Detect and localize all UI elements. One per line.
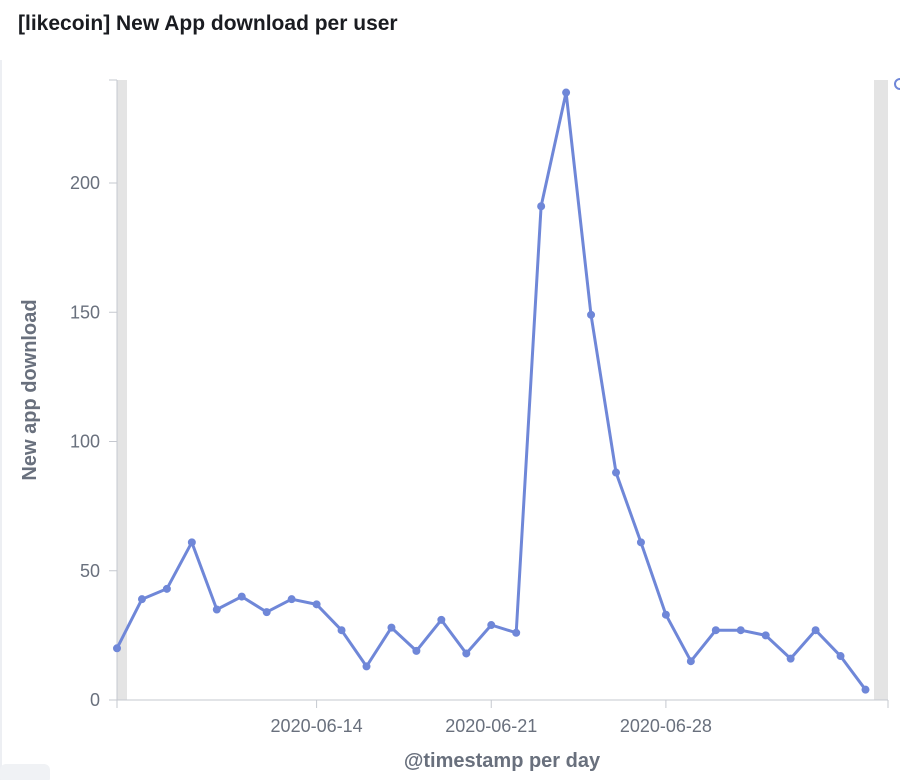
data-point[interactable] — [587, 310, 596, 319]
x-axis-ticks: 2020-06-14 2020-06-21 2020-06-28 — [116, 700, 712, 736]
x-tick-label: 2020-06-21 — [445, 716, 537, 736]
panel-title: [likecoin] New App download per user — [18, 12, 398, 35]
data-point[interactable] — [811, 626, 820, 635]
series-line — [115, 91, 867, 692]
data-point[interactable] — [836, 652, 845, 661]
data-point[interactable] — [861, 685, 870, 694]
data-point[interactable] — [487, 621, 496, 630]
data-point[interactable] — [437, 615, 446, 624]
data-point[interactable] — [462, 649, 471, 658]
x-tick-label: 2020-06-14 — [271, 716, 363, 736]
data-point[interactable] — [362, 662, 371, 671]
series-points[interactable] — [113, 88, 870, 694]
data-point[interactable] — [786, 654, 795, 663]
y-tick-label: 100 — [70, 432, 100, 452]
y-axis-title: New app download — [19, 299, 41, 480]
y-tick-label: 200 — [70, 173, 100, 193]
data-point[interactable] — [761, 631, 770, 640]
y-tick-label: 0 — [90, 690, 100, 710]
data-point[interactable] — [387, 623, 396, 632]
data-point[interactable] — [612, 468, 620, 477]
data-point[interactable] — [711, 626, 720, 635]
partial-bucket-left — [117, 80, 127, 700]
y-axis-ticks: 0 50 100 150 200 — [70, 79, 117, 710]
data-point[interactable] — [312, 600, 321, 609]
data-point[interactable] — [562, 88, 571, 97]
data-point[interactable] — [287, 595, 296, 604]
data-point[interactable] — [337, 626, 346, 635]
data-point[interactable] — [412, 646, 421, 655]
data-point[interactable] — [686, 657, 695, 666]
data-point[interactable] — [262, 608, 271, 617]
y-tick-label: 150 — [70, 302, 100, 322]
x-axis-title: @timestamp per day — [404, 750, 601, 772]
data-point[interactable] — [512, 628, 521, 637]
data-point[interactable] — [187, 538, 196, 547]
data-point[interactable] — [537, 202, 546, 211]
x-tick-label: 2020-06-28 — [620, 716, 712, 736]
panel-left-border — [0, 60, 2, 780]
data-point[interactable] — [113, 644, 121, 653]
series-line-group — [115, 91, 867, 692]
legend-toggle-icon[interactable] — [894, 78, 900, 90]
data-point[interactable] — [237, 592, 246, 601]
data-point[interactable] — [162, 584, 171, 593]
partial-bucket-shading — [117, 80, 888, 700]
y-tick-label: 50 — [80, 561, 100, 581]
partial-bucket-right — [874, 80, 888, 700]
data-point[interactable] — [212, 605, 221, 614]
data-point[interactable] — [636, 538, 645, 547]
data-point[interactable] — [661, 610, 670, 619]
chart-axes — [116, 80, 889, 708]
data-point[interactable] — [736, 626, 745, 635]
bottom-control-chip[interactable] — [0, 764, 50, 780]
data-point[interactable] — [137, 595, 146, 604]
